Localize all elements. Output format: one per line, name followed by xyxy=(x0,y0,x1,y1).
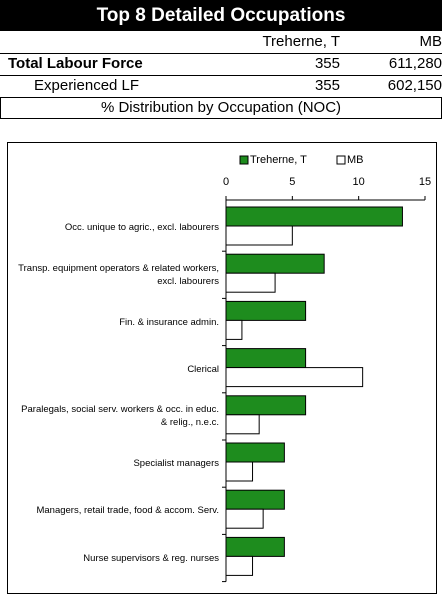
bar xyxy=(225,414,260,435)
table-row: Experienced LF 355 602,150 xyxy=(0,75,442,98)
category-label: Specialist managers xyxy=(133,458,219,470)
bar xyxy=(225,508,264,529)
category-label: Fin. & insurance admin. xyxy=(119,316,219,328)
bar xyxy=(225,225,293,246)
bar xyxy=(225,253,325,274)
column-header: MB xyxy=(419,33,442,50)
legend-swatch xyxy=(239,155,249,165)
legend-label: Treherne, T xyxy=(250,154,307,166)
header-row: Treherne, T MB xyxy=(0,31,442,54)
table-row: Total Labour Force 355 611,280 xyxy=(0,53,442,76)
x-tick-label: 10 xyxy=(353,176,365,188)
cell: 602,150 xyxy=(387,77,442,94)
x-tick-label: 0 xyxy=(223,176,229,188)
row-label: Total Labour Force xyxy=(8,55,143,72)
category-label: Occ. unique to agric., excl. labourers xyxy=(64,222,219,234)
bar xyxy=(225,348,307,369)
cell: 355 xyxy=(314,55,340,72)
bar xyxy=(225,461,254,482)
category-label: Transp. equipment operators & related wo… xyxy=(18,262,219,287)
bar xyxy=(225,272,276,293)
column-header: Treherne, T xyxy=(262,33,340,50)
bar xyxy=(225,489,285,510)
row-label: Experienced LF xyxy=(34,77,140,94)
category-label: Clerical xyxy=(187,363,219,375)
legend-label: MB xyxy=(347,154,364,166)
category-label: Paralegals, social serv. workers & occ. … xyxy=(21,404,219,429)
title: Top 8 Detailed Occupations xyxy=(0,0,442,31)
bar xyxy=(225,555,254,576)
category-label: Managers, retail trade, food & accom. Se… xyxy=(36,505,219,517)
x-tick-label: 15 xyxy=(419,176,431,188)
bar xyxy=(225,206,403,227)
cell: 355 xyxy=(314,77,340,94)
category-label: Nurse supervisors & reg. nurses xyxy=(83,552,219,564)
bar xyxy=(225,442,285,463)
bar xyxy=(225,536,285,557)
bar xyxy=(225,367,364,388)
bar xyxy=(225,319,243,340)
bar xyxy=(225,395,307,416)
x-tick-label: 5 xyxy=(289,176,295,188)
bar xyxy=(225,300,307,321)
legend-swatch xyxy=(336,155,346,165)
cell: 611,280 xyxy=(388,55,442,72)
